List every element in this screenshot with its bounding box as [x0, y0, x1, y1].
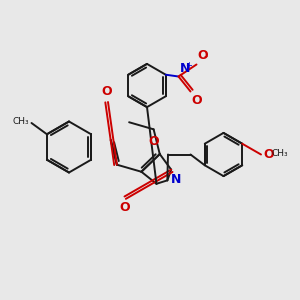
Text: CH₃: CH₃ [272, 149, 288, 158]
Text: -: - [203, 51, 207, 61]
Text: N: N [171, 173, 182, 186]
Text: O: O [192, 94, 202, 107]
Text: O: O [198, 49, 208, 62]
Text: CH₃: CH₃ [13, 117, 29, 126]
Text: O: O [120, 201, 130, 214]
Text: O: O [263, 148, 274, 161]
Text: N: N [180, 62, 190, 75]
Text: O: O [148, 135, 159, 148]
Text: O: O [101, 85, 112, 98]
Text: +: + [185, 61, 192, 70]
